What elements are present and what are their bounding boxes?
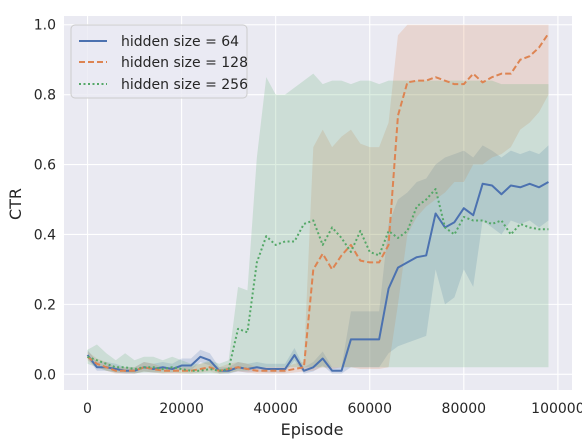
x-tick-label: 80000: [442, 401, 487, 417]
confidence-band-0: [87, 145, 549, 374]
y-tick-label: 0.2: [34, 297, 56, 313]
y-axis-ticks: 0.0 0.2 0.4 0.6 0.8 1.0: [34, 18, 56, 384]
series-line-2: [87, 188, 549, 372]
x-tick-label: 0: [83, 401, 92, 417]
legend-label-256: hidden size = 256: [121, 77, 248, 93]
y-tick-label: 0.6: [34, 158, 56, 174]
y-tick-label: 0.4: [34, 227, 56, 243]
legend-label-64: hidden size = 64: [121, 34, 239, 50]
y-tick-label: 1.0: [34, 18, 56, 34]
confidence-band-2: [87, 73, 549, 374]
series-lines: [86, 32, 550, 372]
y-axis-label: CTR: [6, 188, 25, 220]
x-tick-label: 60000: [347, 401, 392, 417]
x-axis-label: Episode: [281, 420, 344, 439]
x-tick-label: 100000: [531, 401, 582, 417]
y-tick-label: 0.8: [34, 88, 56, 104]
legend-label-128: hidden size = 128: [121, 55, 248, 71]
x-tick-label: 20000: [159, 401, 204, 417]
legend-box: [70, 24, 248, 99]
x-tick-label: 40000: [253, 401, 298, 417]
y-tick-label: 0.0: [34, 367, 56, 383]
grid: [64, 16, 572, 390]
legend: hidden size = 64 hidden size = 128 hidde…: [70, 24, 248, 99]
x-axis-ticks: 0 20000 40000 60000 80000 100000: [83, 401, 582, 417]
series-line-1: [86, 32, 550, 372]
confidence-band-1: [87, 24, 549, 374]
confidence-bands: [87, 24, 549, 374]
series-line-0: [86, 181, 549, 372]
